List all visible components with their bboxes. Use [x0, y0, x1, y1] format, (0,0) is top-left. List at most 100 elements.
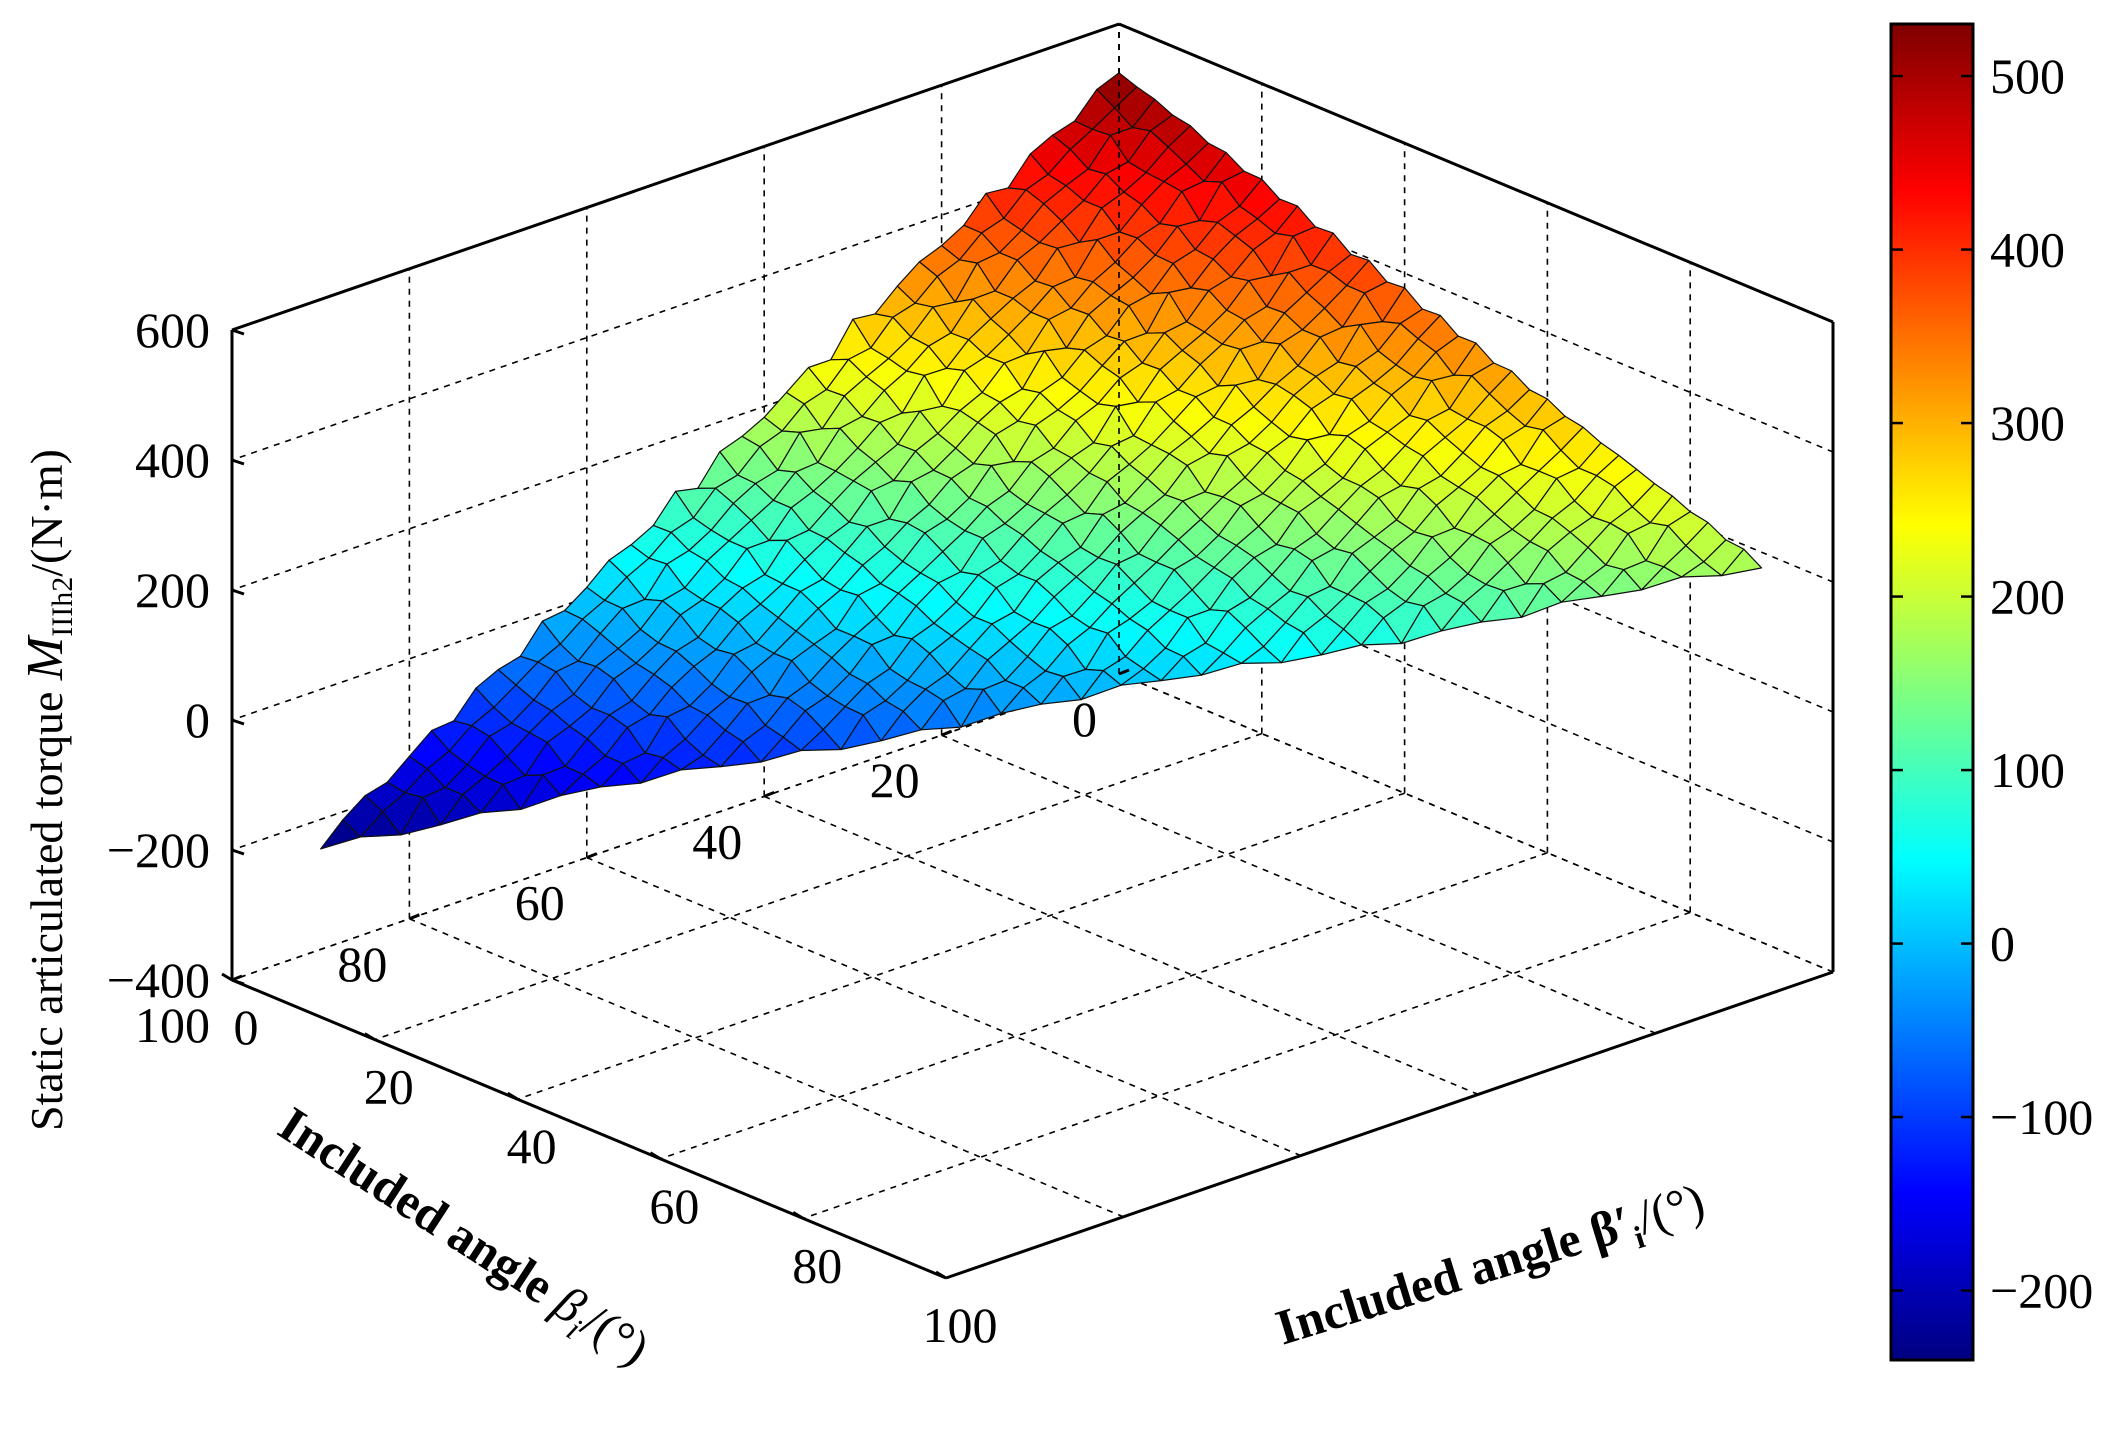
surface-cell — [880, 710, 922, 742]
surface-cell — [1080, 669, 1122, 701]
surface-cell — [1400, 605, 1443, 645]
y-tick-mark — [506, 1091, 519, 1101]
x-tick-label: 40 — [692, 813, 742, 869]
surface-cell — [840, 714, 882, 751]
y-axis-label: Included angle β′i/(°) — [1269, 1172, 1713, 1363]
z-tick-mark — [231, 588, 245, 596]
surface-cell — [1280, 632, 1322, 664]
surface-mesh — [320, 72, 1763, 850]
floor-gridline-y — [374, 732, 1263, 1041]
surface-cell — [1240, 645, 1282, 665]
surface-cell — [720, 741, 762, 768]
surface-cell — [1000, 687, 1042, 715]
floor-gridline-x — [409, 918, 1124, 1218]
surface-cell — [1640, 566, 1683, 591]
wall-gridline-horizontal — [1118, 153, 1834, 453]
z-tick-mark — [231, 328, 245, 336]
x-tick-label: 100 — [135, 997, 210, 1053]
floor-gridline-y — [517, 792, 1405, 1100]
z-axis-label-subscript: IIIh2 — [46, 577, 79, 637]
x-tick-label: 20 — [870, 752, 920, 808]
z-axis-label: Static articulated torque MIIIh2/(N·m) — [17, 449, 79, 1131]
wall-gridline-horizontal — [1118, 673, 1834, 973]
z-tick-label: 400 — [135, 432, 210, 488]
x-tick-label: 80 — [337, 936, 387, 992]
z-tick-mark — [231, 458, 245, 466]
surface-cell — [320, 819, 362, 850]
x-tick-label: 60 — [515, 875, 565, 931]
y-axis-label-unit: /(°) — [1630, 1172, 1711, 1245]
surface-cell — [920, 699, 962, 731]
surface-cell — [600, 762, 642, 788]
floor-gridline-y — [802, 911, 1691, 1220]
surface-cell — [520, 774, 562, 811]
x-tick-mark — [408, 913, 420, 921]
wall-gridline-horizontal — [231, 673, 1120, 981]
surface-cell — [1520, 583, 1563, 618]
x-tick-mark — [1118, 668, 1130, 676]
x-tick-mark — [231, 974, 243, 982]
surface-cell — [800, 728, 842, 752]
y-tick-mark — [649, 1151, 662, 1161]
axes-frame — [230, 22, 1835, 1280]
z-axis-label-symbol: M — [17, 634, 74, 681]
y-tick-label: 80 — [792, 1237, 842, 1293]
y-tick-label: 0 — [234, 999, 259, 1055]
colorbar-gradient — [1889, 22, 1975, 1362]
colorbar-tick-label: 100 — [1990, 742, 2065, 798]
surface-cell — [1040, 675, 1082, 705]
axes-box-edge — [231, 22, 1120, 332]
surface-cell — [560, 773, 602, 797]
colorbar-tick-label: 300 — [1990, 395, 2065, 451]
z-axis-label-text: Static articulated torque — [21, 680, 72, 1131]
axes-box-edge — [1118, 22, 1834, 324]
surface-cell — [680, 754, 722, 771]
surface-cell — [640, 756, 682, 784]
z-tick-label: 200 — [135, 562, 210, 618]
floor-gridline-y — [660, 852, 1548, 1160]
colorbar-tick-label: 400 — [1990, 222, 2065, 278]
surface-cell — [400, 796, 442, 836]
floor-gridline-x — [586, 856, 1302, 1157]
floor-gridline-x — [941, 734, 1656, 1034]
surface-cell — [480, 784, 522, 814]
x-tick-mark — [586, 852, 598, 859]
surface-cell — [1160, 655, 1202, 682]
z-axis-label-unit: /(N·m) — [21, 449, 72, 577]
z-tick-mark — [231, 848, 245, 856]
surface-cell — [1200, 652, 1242, 676]
surface-cell — [960, 688, 1002, 728]
x-tick-label: 0 — [1072, 691, 1097, 747]
axis-ticks: −400 −200 0 200 400 600 0 20 40 60 80 100 0 20 40 60 80 1… — [107, 302, 1130, 1353]
colorbar-tick-label: 500 — [1990, 48, 2065, 104]
x-tick-mark — [941, 729, 953, 737]
surface-cell — [1600, 569, 1643, 598]
colorbar-ticks: −200 −100 0 100 200 300 400 500 — [1891, 48, 2093, 1319]
floor-gridline-x — [763, 795, 1479, 1096]
surface-cell — [1120, 668, 1162, 686]
surface-cell — [1440, 602, 1483, 632]
y-tick-label: 40 — [507, 1118, 557, 1174]
y-tick-label: 20 — [364, 1059, 414, 1115]
y-tick-label: 60 — [649, 1178, 699, 1234]
surface-cell — [760, 736, 802, 763]
x-axis-label: Included angle βi/(°) — [265, 1095, 660, 1382]
y-tick-label: 100 — [923, 1297, 998, 1353]
colorbar-tick-label: 0 — [1990, 916, 2015, 972]
wall-gridline-horizontal — [1118, 543, 1834, 843]
z-tick-label: 0 — [185, 692, 210, 748]
surface-cell — [1680, 561, 1723, 578]
z-tick-label: 600 — [135, 302, 210, 358]
x-tick-mark — [763, 791, 775, 798]
z-tick-label: −400 — [107, 952, 210, 1008]
surface-cell — [1360, 617, 1403, 646]
surface-cell — [1720, 548, 1763, 577]
y-tick-mark — [792, 1211, 804, 1220]
surface-cell — [1320, 628, 1362, 656]
wall-gridline-horizontal — [231, 153, 1120, 461]
colorbar-tick-label: −200 — [1990, 1263, 2093, 1319]
z-tick-label: −200 — [107, 822, 210, 878]
y-tick-mark — [935, 1270, 947, 1280]
